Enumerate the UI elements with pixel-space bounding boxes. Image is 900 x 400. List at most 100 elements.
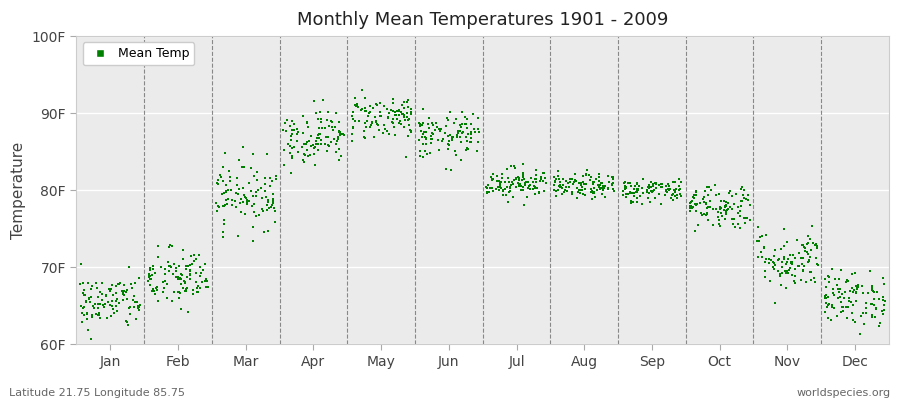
Point bbox=[592, 174, 607, 180]
Point bbox=[846, 302, 860, 308]
Point bbox=[189, 279, 203, 285]
Point bbox=[246, 238, 260, 244]
Point bbox=[630, 199, 644, 206]
Point bbox=[426, 122, 440, 128]
Point bbox=[453, 128, 467, 134]
Point bbox=[759, 256, 773, 262]
Point bbox=[306, 142, 320, 148]
Point bbox=[169, 274, 184, 281]
Point bbox=[386, 100, 400, 106]
Point bbox=[265, 202, 279, 208]
Point bbox=[641, 184, 655, 190]
Point bbox=[666, 191, 680, 197]
Point bbox=[362, 110, 376, 116]
Point bbox=[299, 141, 313, 148]
Point bbox=[585, 179, 599, 185]
Point bbox=[440, 115, 454, 122]
Point bbox=[422, 114, 436, 121]
Point bbox=[460, 125, 474, 131]
Point bbox=[94, 291, 109, 298]
Point bbox=[454, 120, 469, 127]
Point bbox=[109, 283, 123, 289]
Point bbox=[102, 286, 116, 292]
Point bbox=[554, 184, 569, 190]
Point bbox=[464, 139, 478, 145]
Point bbox=[352, 118, 366, 125]
Point bbox=[178, 279, 193, 285]
Point bbox=[80, 310, 94, 316]
Point bbox=[378, 126, 392, 133]
Point bbox=[131, 307, 146, 313]
Point bbox=[117, 288, 131, 295]
Point bbox=[699, 201, 714, 207]
Point bbox=[468, 129, 482, 136]
Point bbox=[621, 180, 635, 186]
Point bbox=[257, 174, 272, 181]
Point bbox=[482, 185, 497, 192]
Point bbox=[596, 183, 610, 190]
Point bbox=[626, 186, 641, 192]
Point bbox=[117, 292, 131, 298]
Point bbox=[856, 290, 870, 296]
Point bbox=[711, 209, 725, 216]
Point bbox=[512, 181, 526, 188]
Point bbox=[329, 149, 344, 155]
Point bbox=[518, 180, 533, 186]
Point bbox=[184, 261, 199, 267]
Point bbox=[695, 212, 709, 218]
Point bbox=[666, 179, 680, 185]
Point bbox=[618, 178, 633, 185]
Point bbox=[230, 204, 244, 210]
Point bbox=[174, 280, 188, 287]
Point bbox=[758, 274, 772, 280]
Point bbox=[821, 302, 835, 308]
Point bbox=[413, 123, 428, 129]
Point bbox=[116, 297, 130, 303]
Point bbox=[512, 183, 526, 189]
Point bbox=[840, 277, 854, 283]
Point bbox=[517, 176, 531, 182]
Point bbox=[786, 251, 800, 258]
Point bbox=[171, 289, 185, 295]
Point bbox=[777, 256, 791, 262]
Point bbox=[808, 242, 823, 248]
Point bbox=[630, 186, 644, 193]
Point bbox=[146, 263, 160, 270]
Point bbox=[492, 184, 507, 191]
Point bbox=[246, 224, 260, 230]
Point bbox=[166, 298, 180, 304]
Point bbox=[506, 194, 520, 200]
Point bbox=[161, 259, 176, 265]
Point bbox=[576, 179, 590, 185]
Point bbox=[304, 143, 319, 149]
Point bbox=[795, 261, 809, 267]
Point bbox=[873, 320, 887, 326]
Point bbox=[507, 177, 521, 184]
Point bbox=[670, 192, 684, 198]
Point bbox=[311, 140, 326, 147]
Point bbox=[719, 199, 733, 206]
Point bbox=[523, 182, 537, 188]
Point bbox=[498, 186, 512, 193]
Point bbox=[91, 294, 105, 300]
Point bbox=[373, 100, 387, 106]
Point bbox=[804, 247, 818, 253]
Point bbox=[189, 270, 203, 276]
Point bbox=[639, 189, 653, 195]
Point bbox=[394, 109, 409, 116]
Point bbox=[255, 195, 269, 202]
Point bbox=[284, 133, 298, 139]
Point bbox=[435, 137, 449, 144]
Point bbox=[503, 185, 517, 191]
Point bbox=[154, 264, 168, 270]
Point bbox=[355, 106, 369, 112]
Point bbox=[212, 172, 227, 179]
Point bbox=[840, 315, 854, 322]
Point bbox=[333, 129, 347, 135]
Point bbox=[171, 274, 185, 280]
Point bbox=[728, 224, 742, 230]
Point bbox=[75, 318, 89, 325]
Point bbox=[516, 172, 530, 178]
Point bbox=[480, 190, 494, 197]
Point bbox=[783, 265, 797, 271]
